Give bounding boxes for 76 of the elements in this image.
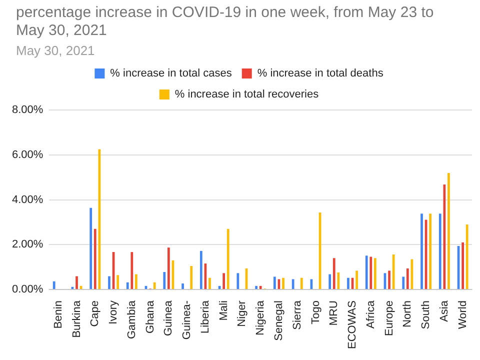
- chart-title: percentage increase in COVID-19 in one week, from May 23 to May 30, 2021: [16, 4, 435, 40]
- bar: [76, 276, 78, 290]
- x-tick-label: Ivory: [108, 300, 120, 324]
- x-tick-label: Niger: [236, 300, 248, 327]
- x-tick-label: ECOWAS: [346, 300, 359, 350]
- y-tick-label: 0.00%: [12, 284, 44, 296]
- bar: [443, 184, 446, 290]
- y-tick-label: 8.00%: [12, 104, 44, 116]
- bar: [200, 250, 202, 290]
- x-tick-label: Cape: [89, 300, 102, 327]
- bar: [52, 281, 56, 290]
- bar: [438, 214, 442, 290]
- legend-label: % increase in total recoveries: [174, 88, 320, 101]
- x-tick-label: Guinea: [162, 300, 175, 336]
- bar: [182, 283, 184, 290]
- bar: [108, 276, 110, 290]
- bar: [259, 286, 262, 290]
- x-tick-label: World: [456, 300, 469, 330]
- bar: [94, 228, 96, 290]
- x-tick-label: Benin: [52, 300, 64, 329]
- bar: [420, 214, 423, 290]
- x-tick-label: Nigeria: [254, 300, 267, 336]
- bar: [337, 272, 340, 290]
- bar: [429, 214, 432, 290]
- y-tick-label: 4.00%: [12, 194, 44, 206]
- bar: [282, 278, 284, 290]
- x-tick-label: Europe: [383, 300, 396, 336]
- y-tick-label: 6.00%: [12, 148, 44, 161]
- x-tick-label: Liberia: [199, 300, 212, 334]
- y-tick-label: 2.00%: [12, 238, 44, 251]
- x-tick-label: Togo: [310, 300, 322, 324]
- bar: [374, 258, 376, 290]
- bar: [168, 248, 170, 290]
- bar: [300, 278, 303, 290]
- bar: [402, 276, 405, 290]
- x-tick-label: North: [402, 300, 414, 328]
- x-tick-label: Mali: [218, 300, 230, 321]
- x-tick-label: Asia: [438, 300, 450, 322]
- bar: [255, 286, 258, 290]
- bar: [406, 268, 409, 290]
- bar: [365, 256, 368, 290]
- x-tick-label: Burkina: [70, 300, 83, 338]
- bar: [130, 252, 134, 290]
- bar: [226, 228, 230, 290]
- bar: [236, 273, 240, 290]
- legend-label: % increase in total deaths: [257, 68, 384, 80]
- legend-label: % increase in total cases: [110, 68, 232, 80]
- bar: [347, 278, 350, 290]
- bar: [135, 274, 138, 290]
- bar: [222, 273, 226, 290]
- chart-subtitle: May 30, 2021: [16, 43, 96, 58]
- x-tick-label: Guinea-: [181, 300, 194, 340]
- bar: [90, 208, 92, 290]
- x-tick-label: Sierra: [291, 300, 304, 330]
- bar: [328, 274, 332, 290]
- bar: [163, 272, 166, 290]
- x-tick-label: MRU: [328, 300, 340, 326]
- bar: [116, 275, 119, 290]
- bar: [126, 282, 129, 290]
- x-tick-label: South: [420, 300, 432, 330]
- x-tick-label: Africa: [364, 300, 377, 329]
- bar: [466, 224, 468, 290]
- bar: [462, 242, 464, 290]
- x-tick-label: Ghana: [144, 300, 156, 334]
- x-tick-label: Senegal: [273, 300, 286, 341]
- bar: [190, 266, 193, 290]
- bar: [370, 256, 372, 290]
- bar: [388, 270, 390, 290]
- bar: [356, 270, 358, 290]
- bar: [153, 282, 156, 290]
- bar: [208, 278, 211, 290]
- bar: [274, 276, 276, 290]
- x-tick-label: Gambia: [126, 300, 138, 340]
- bar: [448, 173, 450, 290]
- bar: [332, 258, 336, 290]
- bar: [292, 279, 294, 290]
